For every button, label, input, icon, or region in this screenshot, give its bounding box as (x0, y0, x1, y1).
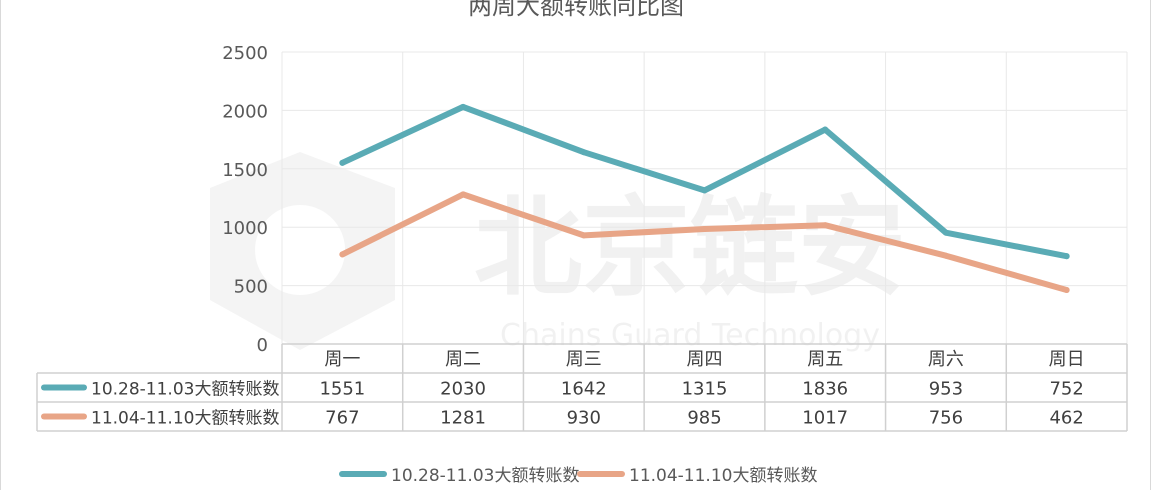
category-label: 周五 (807, 349, 843, 370)
y-tick-label: 2500 (222, 43, 268, 64)
category-label: 周日 (1049, 349, 1085, 370)
category-label: 周四 (687, 349, 723, 370)
table-value: 1836 (802, 379, 848, 400)
data-table: 周一 周二 周三 周四 周五 周六 周日 10.28-11.03大额转账数 1551 2030 16… (36, 343, 1128, 432)
y-axis: 0 500 1000 1500 2000 2500 (222, 43, 268, 356)
data-point (1063, 287, 1070, 294)
table-value: 1315 (682, 379, 728, 400)
table-value: 756 (929, 408, 963, 429)
table-value: 752 (1049, 379, 1083, 400)
series-line-2 (339, 191, 1070, 293)
chart-title: 两周大额转账同比图 (468, 0, 684, 20)
grid (281, 51, 1128, 344)
data-point (701, 187, 708, 194)
y-tick-label: 1000 (222, 218, 268, 239)
y-tick-label: 1500 (222, 160, 268, 181)
table-value: 1281 (440, 408, 486, 429)
table-value: 1642 (561, 379, 607, 400)
chart-frame-left (0, 0, 1, 490)
data-point (460, 191, 467, 198)
table-series-name: 10.28-11.03大额转账数 (91, 380, 279, 400)
category-label: 周三 (566, 349, 602, 370)
y-tick-label: 2000 (222, 101, 268, 122)
y-tick-label: 0 (257, 335, 268, 356)
data-point (822, 222, 829, 229)
legend: 10.28-11.03大额转账数 11.04-11.10大额转账数 (339, 466, 817, 486)
series-line-1 (339, 103, 1070, 260)
legend-label: 11.04-11.10大额转账数 (629, 466, 817, 486)
category-label: 周一 (324, 349, 360, 370)
category-label: 周二 (445, 349, 481, 370)
table-value: 985 (687, 408, 721, 429)
data-point (580, 232, 587, 239)
data-point (701, 225, 708, 232)
data-point (460, 103, 467, 110)
data-point (339, 251, 346, 258)
series-lines (339, 103, 1070, 294)
table-value: 1017 (802, 408, 848, 429)
table-value: 1551 (319, 379, 365, 400)
data-point (580, 149, 587, 156)
table-value: 953 (929, 379, 963, 400)
data-point (942, 229, 949, 236)
data-point (822, 126, 829, 133)
data-point (1063, 253, 1070, 260)
table-value: 767 (325, 408, 359, 429)
category-label: 周六 (928, 349, 964, 370)
data-point (942, 252, 949, 259)
legend-label: 10.28-11.03大额转账数 (391, 466, 579, 486)
table-series-name: 11.04-11.10大额转账数 (91, 409, 279, 429)
table-value: 462 (1049, 408, 1083, 429)
y-tick-label: 500 (234, 277, 268, 298)
data-point (339, 159, 346, 166)
table-value: 2030 (440, 379, 486, 400)
table-value: 930 (567, 408, 601, 429)
